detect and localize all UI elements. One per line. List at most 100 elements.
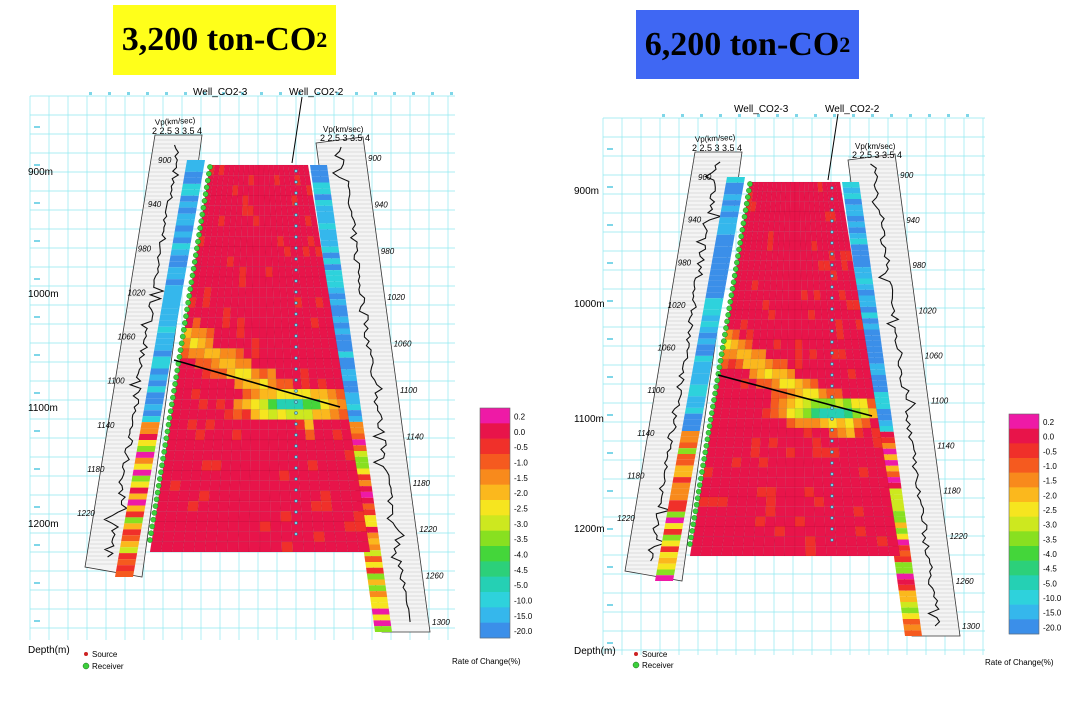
colorbar-label: Rate of Change(%) xyxy=(452,657,521,666)
receiver-point xyxy=(702,449,709,456)
receiver-point xyxy=(179,333,186,340)
source-point xyxy=(830,472,834,476)
receiver-point xyxy=(727,299,734,305)
colorbar-swatch xyxy=(1009,604,1039,620)
receiver-point xyxy=(183,313,189,320)
banner-right-text: 6,200 ton-CO xyxy=(644,25,840,63)
colorbar-tick-label: -15.0 xyxy=(1043,609,1062,618)
source-point xyxy=(830,461,834,465)
well-left-label: Well_CO2-3 xyxy=(193,87,248,98)
receiver-point xyxy=(701,456,707,462)
colorbar-tick-label: -2.5 xyxy=(1043,506,1057,515)
depth-label: 1200m xyxy=(574,524,605,535)
colorbar-swatch xyxy=(1009,428,1039,444)
colorbar-swatch xyxy=(1009,531,1039,547)
source-point xyxy=(830,417,834,421)
colorbar-tick-label: -0.5 xyxy=(1043,447,1057,456)
receiver-point xyxy=(725,312,731,318)
panel-left: Well_CO2-3 Well_CO2-2Vp(km/sec)2 2.5 3 3.… xyxy=(28,87,533,671)
receiver-point xyxy=(713,384,719,390)
colorbar-tick-label: -4.0 xyxy=(1043,550,1057,559)
colorbar: 0.2 0.0 -0.5 -1.0 -1.5 -2.0 -2.5 -3.0 -3.5 -4.0 -4… xyxy=(479,407,533,639)
receiver-point xyxy=(157,476,163,482)
receiver-point xyxy=(716,364,723,371)
source-point xyxy=(294,433,298,437)
md-label-left: 900 xyxy=(698,173,712,182)
receiver-point xyxy=(190,265,197,272)
receiver-point xyxy=(719,344,726,351)
receiver-point xyxy=(717,357,724,364)
source-point xyxy=(830,219,834,223)
source-point xyxy=(830,329,834,333)
receiver-point xyxy=(722,331,728,338)
md-label-left: 1180 xyxy=(87,465,105,474)
colorbar-swatch xyxy=(480,408,510,424)
source-point xyxy=(830,252,834,256)
banner-right: 6,200 ton-CO 2 xyxy=(636,10,859,79)
colorbar-tick-label: -2.0 xyxy=(514,489,528,498)
md-label-right: 940 xyxy=(906,216,920,225)
receiver-point xyxy=(689,528,695,534)
colorbar-tick-label: -5.0 xyxy=(1043,579,1057,588)
md-label-left: 1060 xyxy=(118,333,136,342)
source-point xyxy=(830,230,834,234)
colorbar-tick-label: -2.5 xyxy=(514,505,528,514)
md-label-right: 900 xyxy=(900,171,914,180)
receiver-point xyxy=(173,374,179,381)
source-point xyxy=(294,367,298,371)
md-label-right: 1180 xyxy=(943,487,961,496)
banner-right-subscript: 2 xyxy=(839,31,851,57)
source-point xyxy=(830,527,834,531)
colorbar-tick-label: -5.0 xyxy=(514,581,528,590)
receiver-point xyxy=(162,442,169,448)
receiver-point xyxy=(746,187,752,194)
receiver-point xyxy=(149,523,155,530)
receiver-point xyxy=(734,259,740,266)
colorbar-tick-label: -4.5 xyxy=(514,566,528,575)
source-point xyxy=(830,494,834,498)
source-point xyxy=(294,323,298,327)
colorbar-swatch xyxy=(480,622,510,639)
vp-curve-right xyxy=(331,146,411,623)
md-label-right: 1100 xyxy=(931,397,949,406)
receiver-point xyxy=(178,340,185,347)
md-label-right: 1260 xyxy=(426,572,444,581)
md-label-right: 1020 xyxy=(919,306,937,315)
vp-ticks-left: 2 2.5 3 3.5 4 xyxy=(152,126,202,136)
source-point xyxy=(830,307,834,311)
receiver-points xyxy=(147,164,213,543)
legend-source-marker xyxy=(634,652,638,656)
md-label-left: 1140 xyxy=(97,421,115,430)
colorbar-swatch xyxy=(1009,590,1039,605)
md-label-left: 940 xyxy=(148,200,162,209)
receiver-point xyxy=(201,198,208,204)
colorbar-border xyxy=(479,407,511,639)
receiver-point xyxy=(740,220,747,227)
receiver-point xyxy=(718,351,725,357)
md-label-left: 1020 xyxy=(128,288,146,297)
receiver-point xyxy=(147,537,153,543)
vp-label-right: Vp(km/sec) xyxy=(323,125,364,134)
legend-receiver-marker xyxy=(82,662,90,670)
source-point xyxy=(830,208,834,212)
receiver-point xyxy=(150,516,157,523)
md-label-left: 980 xyxy=(138,244,152,253)
depth-label: 900m xyxy=(28,167,53,178)
source-point xyxy=(830,351,834,355)
source-point xyxy=(294,521,298,525)
receiver-point xyxy=(161,449,167,455)
source-point xyxy=(294,246,298,250)
source-point xyxy=(294,378,298,382)
receiver-point xyxy=(171,387,177,394)
receiver-point xyxy=(152,503,159,509)
source-point xyxy=(830,439,834,443)
colorbar-swatch xyxy=(1009,546,1039,561)
md-label-left: 980 xyxy=(678,258,692,267)
receiver-point xyxy=(695,488,702,495)
colorbar-swatch xyxy=(1009,472,1039,488)
receiver-point xyxy=(181,326,187,333)
receiver-point xyxy=(202,191,209,197)
colorbar-swatch xyxy=(480,484,510,501)
md-label-right: 1140 xyxy=(406,432,424,441)
